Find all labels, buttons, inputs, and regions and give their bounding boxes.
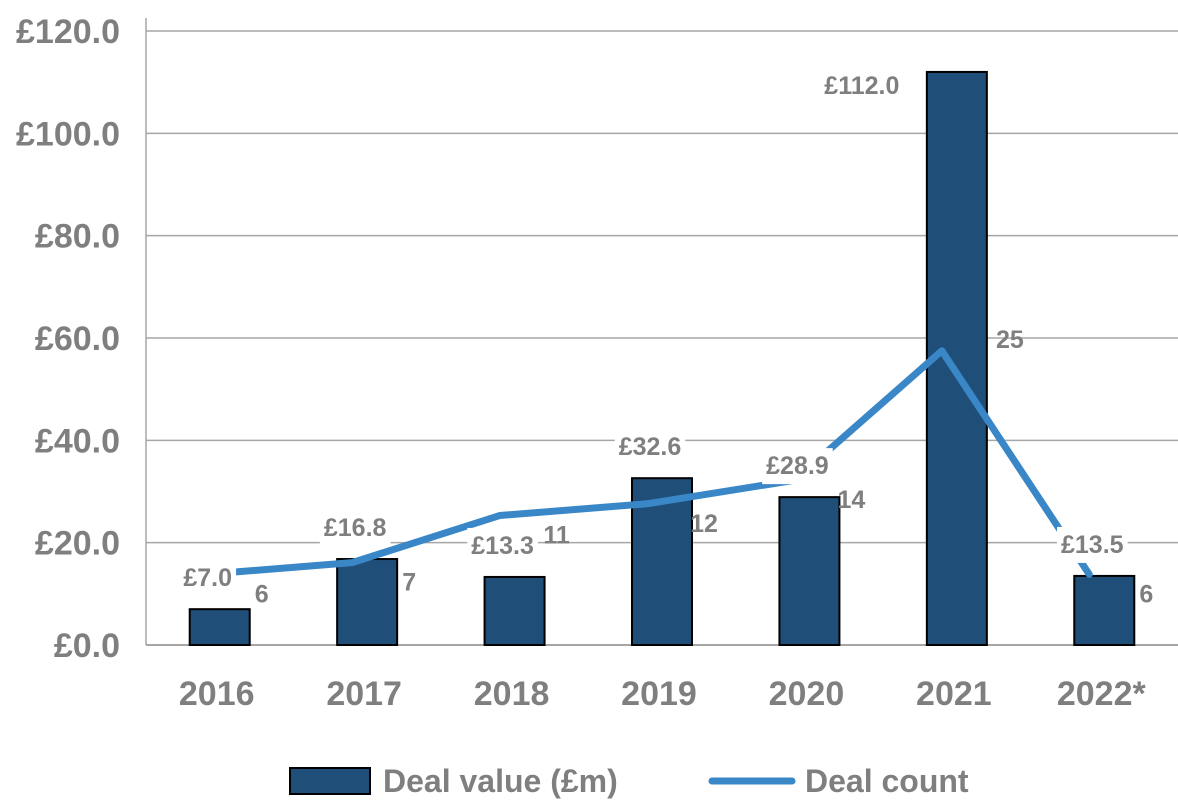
deal-count-label: 12 <box>690 510 718 538</box>
bar-value-label-bg <box>762 448 833 485</box>
deal-count-label: 11 <box>543 522 570 550</box>
bar-value-label-bg <box>467 527 538 564</box>
x-axis-tick-labels: 2016 2017 2018 2019 2020 2021 2022* <box>179 675 1147 713</box>
bar <box>483 575 546 646</box>
x-tick-label: 2017 <box>326 675 402 713</box>
bar-value-label: £7.0 <box>183 564 232 592</box>
legend-label-deal-value: Deal value (£m) <box>383 763 618 799</box>
count-labels: 6 7 11 12 14 25 6 <box>255 326 1153 609</box>
bar <box>336 558 399 646</box>
bar <box>1073 574 1136 646</box>
legend: Deal value (£m) Deal count <box>289 763 969 799</box>
bar-value-label-bg <box>179 560 237 597</box>
bar-value-label-bg <box>1057 526 1128 563</box>
bar-value-label-bg <box>319 510 391 547</box>
y-tick-label: £40.0 <box>35 422 120 460</box>
bar-value-label: £13.5 <box>1061 531 1124 559</box>
x-tick-label: 2018 <box>474 675 550 713</box>
y-axis-tick-labels: £0.0 £20.0 £40.0 £60.0 £80.0 £100.0 £120.0 <box>16 13 120 665</box>
bar <box>631 477 693 646</box>
deal-count-label: 6 <box>255 580 269 608</box>
y-tick-label: £60.0 <box>35 320 120 358</box>
bar-series <box>188 70 1136 647</box>
legend-label-deal-count: Deal count <box>805 763 969 799</box>
bar-value-label: £13.3 <box>471 532 534 560</box>
x-tick-label: 2022* <box>1057 675 1147 713</box>
x-tick-label: 2019 <box>621 675 697 713</box>
bar-value-labels: £7.0 £16.8 £13.3 £32.6 £28.9 £112.0 £13.5 <box>179 72 1128 597</box>
deal-count-label: 14 <box>838 486 866 514</box>
y-tick-label: £80.0 <box>35 218 120 256</box>
bar <box>778 496 841 646</box>
bar-value-label: £28.9 <box>766 452 829 480</box>
bar-value-label: £112.0 <box>824 72 899 100</box>
bar-value-label: £16.8 <box>324 514 387 542</box>
deal-count-label: 6 <box>1139 580 1153 608</box>
bar <box>188 608 251 647</box>
y-tick-label: £0.0 <box>54 627 120 665</box>
y-tick-label: £100.0 <box>16 115 120 153</box>
deal-count-label: 25 <box>996 326 1024 354</box>
y-tick-label: £120.0 <box>16 13 120 51</box>
bar-value-label: £32.6 <box>619 433 682 461</box>
deal-count-label: 7 <box>402 569 416 597</box>
x-tick-label: 2020 <box>769 675 845 713</box>
gridlines <box>145 18 1178 646</box>
x-tick-label: 2016 <box>179 675 255 713</box>
y-tick-label: £20.0 <box>35 525 120 563</box>
x-tick-label: 2021 <box>916 675 992 713</box>
legend-swatch-deal-value <box>289 767 371 795</box>
bar-value-label-bg <box>614 429 686 466</box>
